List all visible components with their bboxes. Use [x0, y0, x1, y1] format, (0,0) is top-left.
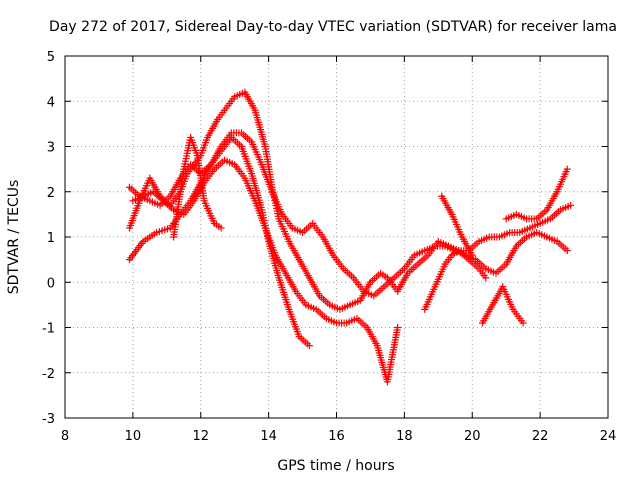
- data-point: [482, 274, 490, 282]
- series-track-4: [125, 133, 313, 350]
- series-track-5: [170, 133, 225, 241]
- series-track-1: [125, 88, 575, 313]
- x-tick-label: 16: [328, 429, 345, 444]
- x-tick-label: 20: [464, 429, 481, 444]
- series-track-6: [421, 247, 490, 313]
- y-tick-label: 0: [47, 276, 55, 291]
- data-point: [567, 201, 575, 209]
- data-points: [125, 88, 575, 386]
- y-tick-label: 4: [47, 95, 55, 110]
- x-tick-label: 14: [260, 429, 277, 444]
- y-tick-label: 2: [47, 186, 55, 201]
- x-tick-label: 24: [600, 429, 617, 444]
- x-tick-label: 8: [61, 429, 69, 444]
- x-tick-label: 10: [125, 429, 142, 444]
- y-tick-label: -2: [42, 367, 55, 382]
- series-track-8: [478, 283, 527, 327]
- x-tick-label: 18: [396, 429, 413, 444]
- data-point: [305, 342, 313, 350]
- x-tick-label: 12: [192, 429, 209, 444]
- data-point: [519, 319, 527, 327]
- y-tick-label: 5: [47, 50, 55, 65]
- data-point: [217, 224, 225, 232]
- grid-lines: [65, 56, 608, 418]
- y-tick-label: -3: [42, 412, 55, 427]
- data-point: [563, 165, 571, 173]
- chart-title: Day 272 of 2017, Sidereal Day-to-day VTE…: [49, 19, 617, 35]
- y-tick-label: 3: [47, 141, 55, 156]
- x-axis-label: GPS time / hours: [277, 458, 394, 474]
- data-point: [563, 247, 571, 255]
- data-point: [468, 251, 476, 259]
- y-tick-label: 1: [47, 231, 55, 246]
- y-tick-label: -1: [42, 322, 55, 337]
- series-track-9: [502, 165, 571, 223]
- data-point: [394, 324, 402, 331]
- plot-frame: [64, 55, 609, 419]
- x-tick-label: 22: [532, 429, 549, 444]
- series-track-7: [438, 192, 476, 259]
- y-axis-label: SDTVAR / TECUs: [6, 180, 22, 295]
